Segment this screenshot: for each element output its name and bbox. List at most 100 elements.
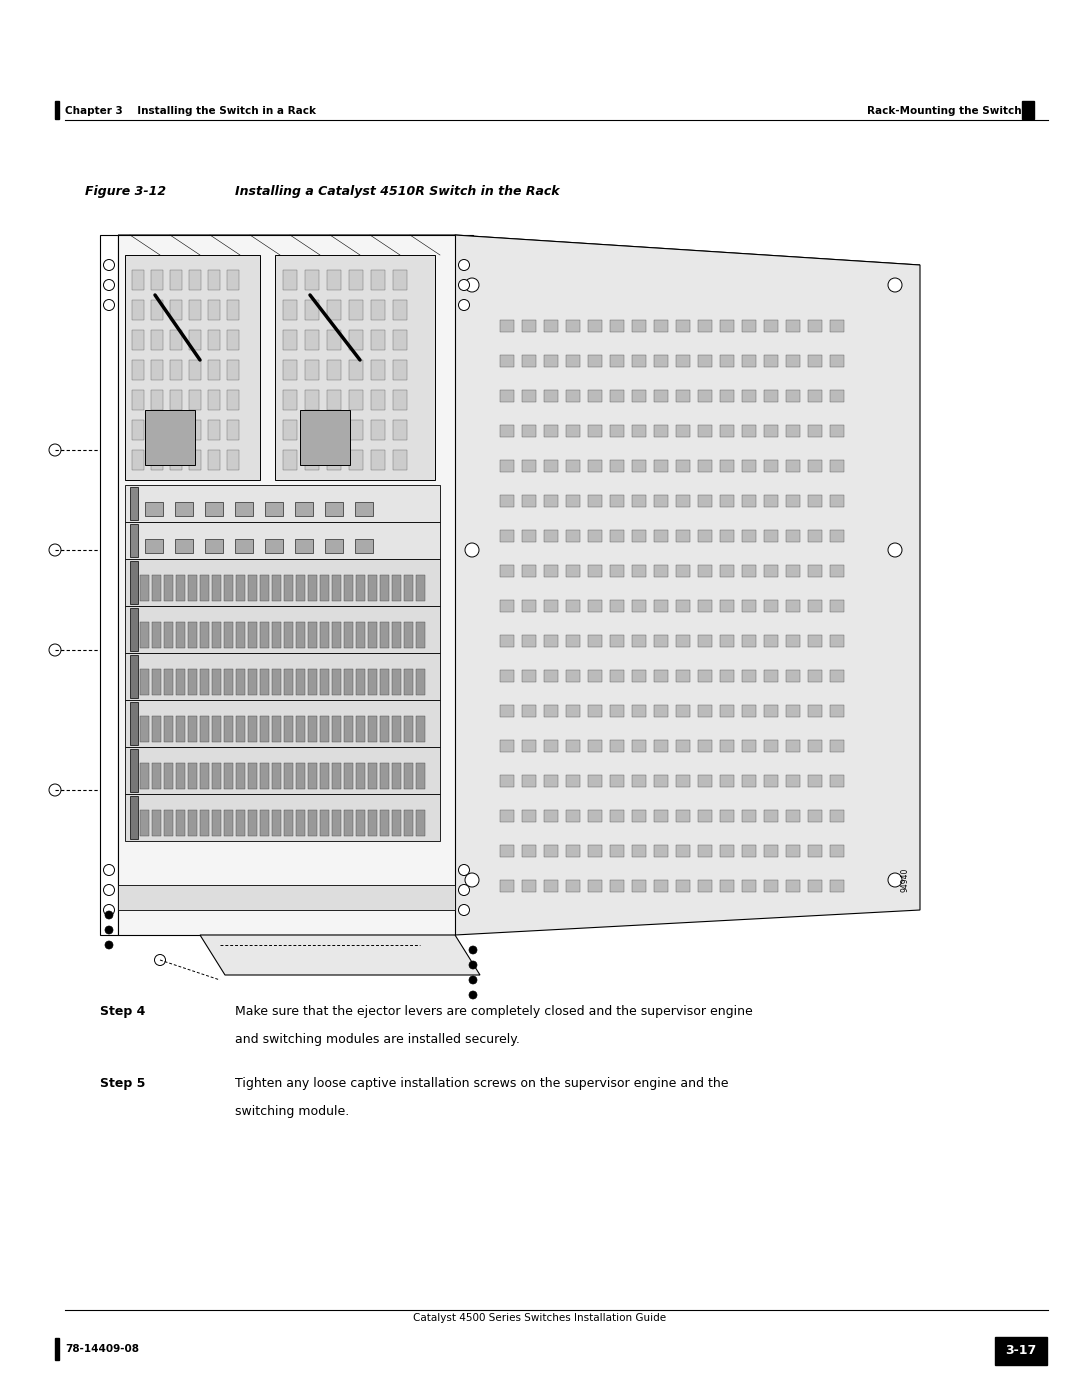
Bar <box>676 880 690 893</box>
Bar <box>140 810 149 835</box>
Bar <box>416 622 426 648</box>
Bar <box>325 539 343 553</box>
Bar <box>212 763 221 789</box>
Bar <box>393 450 407 469</box>
Bar <box>566 880 580 893</box>
Bar <box>676 775 690 787</box>
Bar <box>742 599 756 612</box>
Bar <box>698 599 712 612</box>
Bar <box>698 880 712 893</box>
Bar <box>345 622 353 648</box>
Bar <box>140 576 149 601</box>
Bar <box>237 669 245 694</box>
Bar <box>308 717 318 742</box>
Bar <box>164 763 173 789</box>
Bar <box>588 529 602 542</box>
Bar <box>676 845 690 856</box>
Bar <box>742 705 756 717</box>
Bar <box>764 320 778 332</box>
Bar <box>786 671 800 682</box>
Bar <box>831 460 843 472</box>
Bar <box>152 810 161 835</box>
Circle shape <box>104 884 114 895</box>
Bar <box>544 775 558 787</box>
Bar <box>831 425 843 437</box>
Bar <box>720 740 734 752</box>
Bar <box>831 320 843 332</box>
Bar <box>404 669 413 694</box>
Bar <box>786 320 800 332</box>
Bar <box>208 360 220 380</box>
Bar <box>332 576 341 601</box>
Bar <box>764 845 778 856</box>
Bar <box>152 576 161 601</box>
Text: 78-14409-08: 78-14409-08 <box>65 1344 139 1354</box>
Bar <box>522 810 536 821</box>
Bar <box>132 300 144 320</box>
Bar <box>786 705 800 717</box>
Bar <box>632 636 646 647</box>
Bar <box>224 669 233 694</box>
Bar <box>349 420 363 440</box>
Bar <box>248 810 257 835</box>
Bar <box>237 763 245 789</box>
Circle shape <box>469 961 477 970</box>
Bar <box>676 740 690 752</box>
Bar <box>588 355 602 367</box>
Bar <box>305 360 319 380</box>
Bar <box>544 529 558 542</box>
Bar <box>393 270 407 291</box>
Bar <box>170 390 183 409</box>
Bar <box>368 669 377 694</box>
Bar <box>588 705 602 717</box>
Bar <box>392 763 401 789</box>
Bar <box>175 539 193 553</box>
Bar <box>393 360 407 380</box>
Bar <box>764 636 778 647</box>
Text: Tighten any loose captive installation screws on the supervisor engine and the: Tighten any loose captive installation s… <box>235 1077 729 1090</box>
Bar <box>566 636 580 647</box>
Text: Make sure that the ejector levers are completely closed and the supervisor engin: Make sure that the ejector levers are co… <box>235 1004 753 1018</box>
Bar <box>786 740 800 752</box>
Circle shape <box>49 444 60 455</box>
Bar <box>393 330 407 351</box>
Bar <box>500 460 514 472</box>
Bar <box>566 810 580 821</box>
Bar <box>632 845 646 856</box>
Bar <box>189 450 201 469</box>
Bar <box>393 420 407 440</box>
Bar <box>176 576 185 601</box>
Circle shape <box>104 865 114 876</box>
Bar <box>260 576 269 601</box>
Bar <box>283 360 297 380</box>
Bar <box>742 529 756 542</box>
Bar <box>610 390 624 402</box>
Bar <box>698 740 712 752</box>
Circle shape <box>888 278 902 292</box>
Bar <box>500 355 514 367</box>
Bar <box>188 810 197 835</box>
Bar <box>654 705 669 717</box>
Bar <box>345 763 353 789</box>
Bar <box>742 845 756 856</box>
Bar <box>588 320 602 332</box>
Bar <box>764 671 778 682</box>
Bar <box>522 390 536 402</box>
Bar <box>808 425 822 437</box>
Bar <box>720 355 734 367</box>
Bar <box>500 529 514 542</box>
Bar <box>332 810 341 835</box>
Bar <box>164 576 173 601</box>
Text: Catalyst 4500 Series Switches Installation Guide: Catalyst 4500 Series Switches Installati… <box>414 1313 666 1323</box>
Circle shape <box>459 904 470 915</box>
Circle shape <box>459 865 470 876</box>
Bar <box>522 425 536 437</box>
Bar <box>544 564 558 577</box>
Circle shape <box>104 299 114 310</box>
Bar <box>588 845 602 856</box>
Bar <box>125 700 440 747</box>
Bar <box>272 810 281 835</box>
Circle shape <box>459 279 470 291</box>
Bar <box>248 717 257 742</box>
Bar <box>283 270 297 291</box>
